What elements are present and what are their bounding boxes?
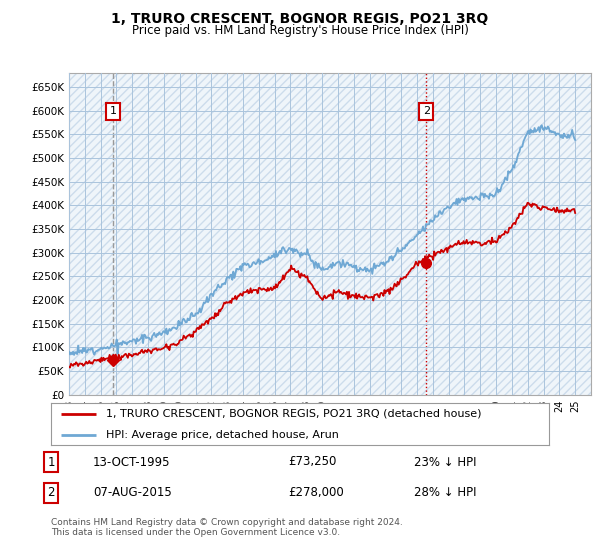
Text: 23% ↓ HPI: 23% ↓ HPI bbox=[414, 455, 476, 469]
Text: 1: 1 bbox=[110, 106, 116, 116]
Text: 2: 2 bbox=[423, 106, 430, 116]
Text: £278,000: £278,000 bbox=[288, 486, 344, 500]
Text: 07-AUG-2015: 07-AUG-2015 bbox=[93, 486, 172, 500]
Text: Contains HM Land Registry data © Crown copyright and database right 2024.
This d: Contains HM Land Registry data © Crown c… bbox=[51, 518, 403, 538]
Text: 1: 1 bbox=[47, 455, 55, 469]
Text: 28% ↓ HPI: 28% ↓ HPI bbox=[414, 486, 476, 500]
Text: £73,250: £73,250 bbox=[288, 455, 337, 469]
Text: 13-OCT-1995: 13-OCT-1995 bbox=[93, 455, 170, 469]
Text: HPI: Average price, detached house, Arun: HPI: Average price, detached house, Arun bbox=[106, 430, 338, 440]
Text: 2: 2 bbox=[47, 486, 55, 500]
Text: 1, TRURO CRESCENT, BOGNOR REGIS, PO21 3RQ: 1, TRURO CRESCENT, BOGNOR REGIS, PO21 3R… bbox=[112, 12, 488, 26]
Text: Price paid vs. HM Land Registry's House Price Index (HPI): Price paid vs. HM Land Registry's House … bbox=[131, 24, 469, 36]
Text: 1, TRURO CRESCENT, BOGNOR REGIS, PO21 3RQ (detached house): 1, TRURO CRESCENT, BOGNOR REGIS, PO21 3R… bbox=[106, 409, 481, 419]
